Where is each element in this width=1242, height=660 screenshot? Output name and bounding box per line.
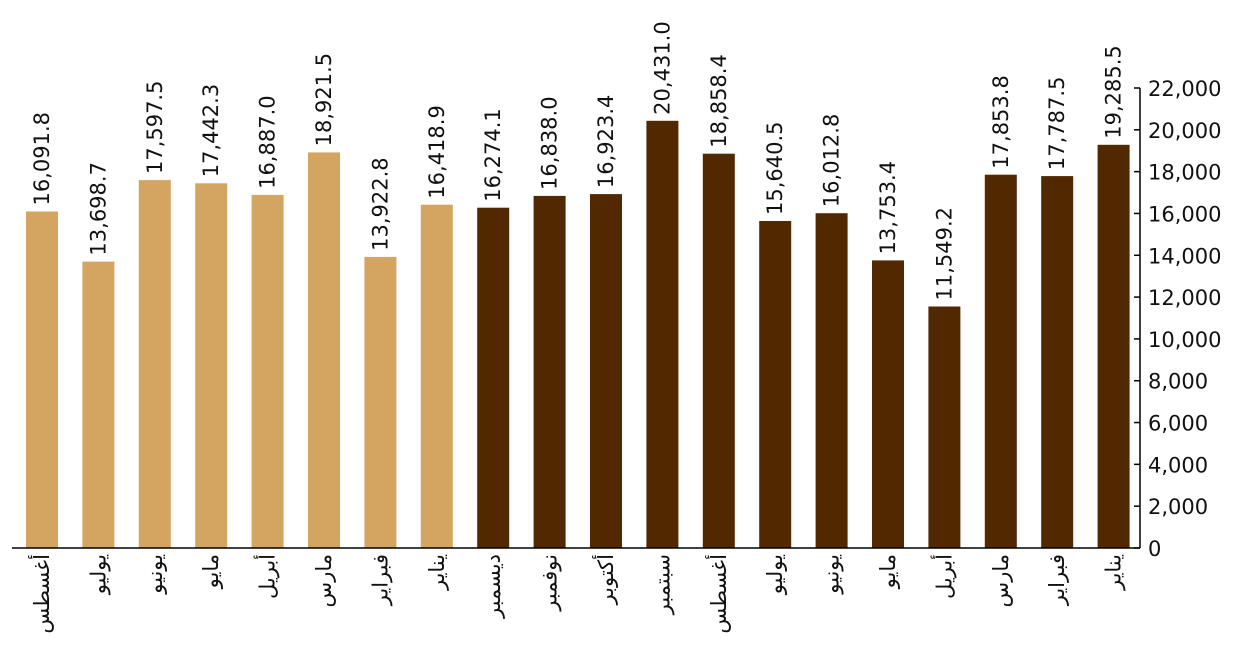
bar — [533, 195, 566, 548]
bar — [308, 152, 340, 548]
bar — [195, 183, 228, 549]
y-tick-label: 0 — [1148, 537, 1161, 561]
category-label: يونيو — [143, 554, 167, 595]
bar-value-label: 15,640.5 — [763, 121, 787, 215]
bar — [1041, 176, 1074, 548]
bar — [928, 306, 961, 548]
bar-value-label: 18,858.4 — [707, 54, 731, 148]
y-axis: 0 2,000 4,000 6,000 8,000 10,000 12,000 14,000 1… — [1134, 77, 1221, 561]
bar-value-label: 13,922.8 — [368, 157, 392, 251]
bar — [26, 211, 58, 548]
bar — [364, 256, 397, 548]
bar — [815, 213, 848, 548]
bar-value-label: 20,431.0 — [650, 21, 674, 115]
bar-value-label: 17,597.5 — [143, 81, 167, 175]
bar-value-label: 16,418.9 — [425, 105, 449, 199]
bar — [477, 207, 510, 548]
bar — [872, 260, 904, 548]
category-label: نوفمبر — [538, 554, 562, 612]
category-label: يناير — [425, 554, 449, 591]
category-label: أكتوبر — [592, 554, 618, 605]
y-tick-label: 18,000 — [1148, 161, 1221, 185]
y-tick-label: 16,000 — [1148, 202, 1221, 226]
category-label: ديسمبر — [481, 554, 505, 619]
y-tick-label: 20,000 — [1148, 119, 1221, 143]
bar-value-label: 16,838.0 — [538, 96, 562, 190]
bar — [646, 120, 679, 549]
category-label: أغسطس — [28, 554, 54, 634]
bar — [420, 204, 453, 548]
bar-value-label: 16,091.8 — [30, 112, 54, 206]
category-label: فبراير — [368, 554, 392, 606]
y-tick-label: 14,000 — [1148, 244, 1221, 268]
category-label: يوليو — [763, 554, 787, 595]
y-tick-label: 22,000 — [1148, 77, 1221, 101]
y-tick-label: 10,000 — [1148, 328, 1221, 352]
bar — [702, 153, 735, 548]
category-label: سبتمبر — [650, 554, 674, 615]
bar — [984, 174, 1017, 548]
category-label: يوليو — [86, 554, 110, 595]
category-label: أبريل — [254, 554, 280, 599]
bar-value-label: 17,853.8 — [989, 75, 1013, 169]
category-label: مايو — [876, 554, 900, 589]
y-tick-label: 6,000 — [1148, 412, 1208, 436]
bar — [251, 194, 284, 548]
bar-value-label: 16,012.8 — [820, 114, 844, 208]
y-tick-label: 2,000 — [1148, 495, 1208, 519]
bar-value-label: 17,787.5 — [1045, 77, 1069, 171]
bar-value-label: 16,887.0 — [256, 95, 280, 189]
bar-value-label: 16,274.1 — [481, 108, 505, 202]
y-tick-label: 8,000 — [1148, 370, 1208, 394]
bar — [1097, 144, 1130, 549]
bar — [82, 261, 115, 548]
bar-value-label: 13,753.4 — [876, 161, 900, 255]
bar — [759, 221, 792, 548]
category-label: مارس — [312, 554, 336, 607]
category-label: أبريل — [930, 554, 956, 599]
category-label: يناير — [1102, 554, 1126, 591]
category-label: فبراير — [1045, 554, 1069, 606]
bar-value-label: 13,698.7 — [86, 162, 110, 256]
bar — [138, 180, 171, 548]
value-labels-group: 16,091.8 13,698.7 17,597.5 17,442.3 16,887.0… — [30, 21, 1126, 300]
y-tick-label: 4,000 — [1148, 453, 1208, 477]
bar — [590, 194, 622, 548]
bar-value-label: 11,549.2 — [932, 207, 956, 301]
bar-value-label: 16,923.4 — [594, 95, 618, 189]
category-label: مايو — [199, 554, 223, 589]
bar-value-label: 18,921.5 — [312, 53, 336, 147]
category-labels-group: أغسطس يوليو يونيو مايو أبريل مارس فبراير يناير د… — [28, 554, 1126, 634]
category-label: مارس — [989, 554, 1013, 607]
category-label: يونيو — [820, 554, 844, 595]
category-label: أغسطس — [705, 554, 731, 634]
y-tick-label: 12,000 — [1148, 286, 1221, 310]
bars-group — [26, 120, 1130, 549]
bar-value-label: 19,285.5 — [1102, 45, 1126, 139]
bar-value-label: 17,442.3 — [199, 84, 223, 178]
